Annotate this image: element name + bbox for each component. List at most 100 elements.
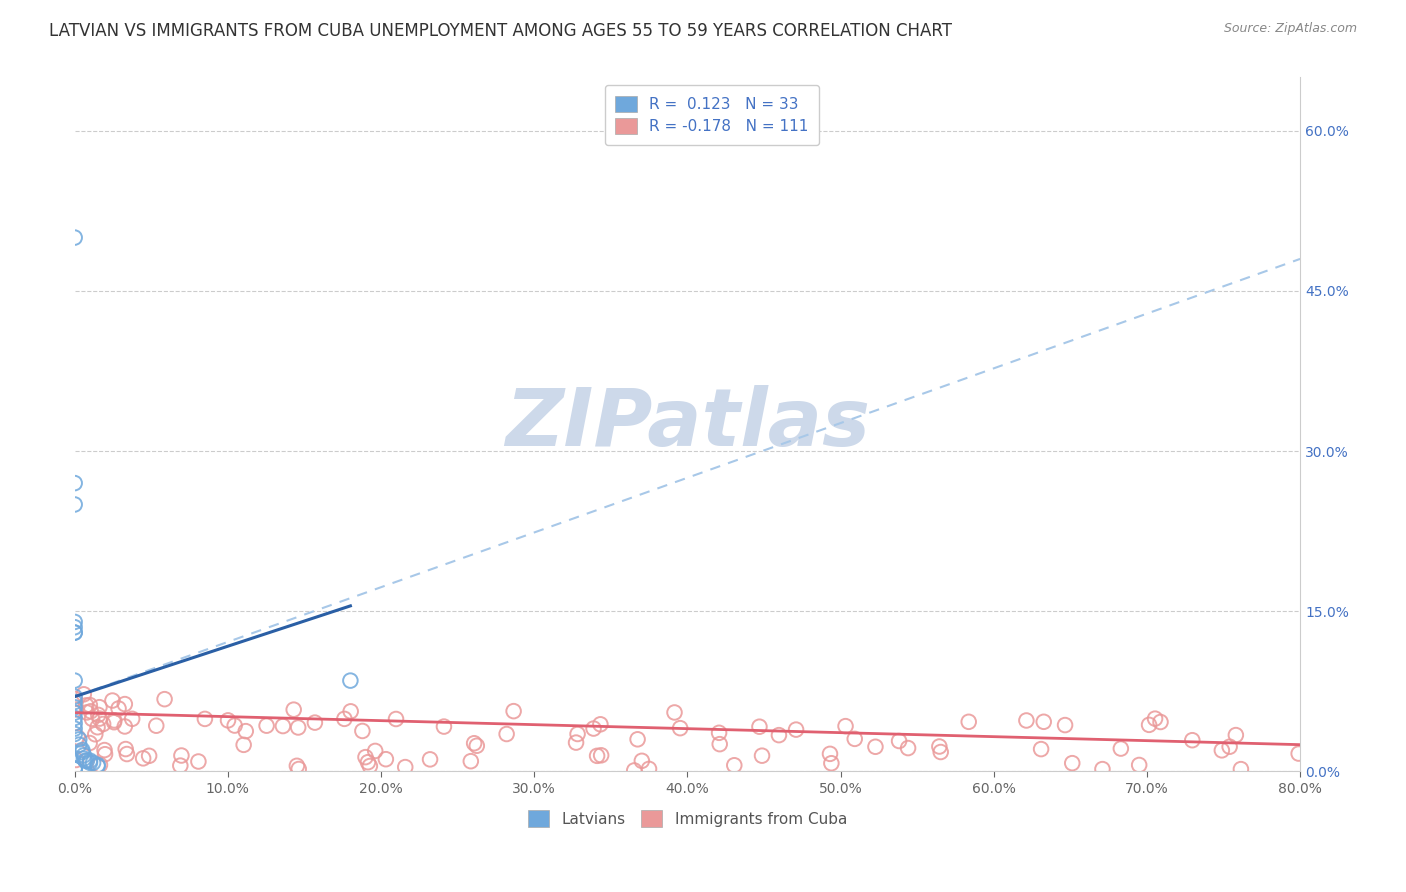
Point xyxy=(86,720,108,734)
Point xyxy=(1181,733,1204,747)
Point xyxy=(63,690,86,704)
Point xyxy=(433,720,456,734)
Point xyxy=(89,757,111,772)
Point xyxy=(357,755,380,769)
Point xyxy=(65,753,87,767)
Point xyxy=(87,707,110,722)
Point xyxy=(283,703,305,717)
Point xyxy=(865,739,887,754)
Point xyxy=(339,704,361,718)
Point xyxy=(63,498,86,512)
Point xyxy=(785,723,807,737)
Point xyxy=(114,742,136,756)
Text: Source: ZipAtlas.com: Source: ZipAtlas.com xyxy=(1223,22,1357,36)
Point xyxy=(72,743,94,757)
Point xyxy=(709,737,731,751)
Point xyxy=(89,712,111,726)
Point xyxy=(333,712,356,726)
Point xyxy=(138,748,160,763)
Point xyxy=(91,717,114,731)
Point xyxy=(187,755,209,769)
Point xyxy=(89,700,111,714)
Point xyxy=(929,745,952,759)
Point xyxy=(63,727,86,741)
Point xyxy=(86,759,108,773)
Point xyxy=(1109,741,1132,756)
Point xyxy=(73,751,96,765)
Point xyxy=(820,756,842,771)
Text: LATVIAN VS IMMIGRANTS FROM CUBA UNEMPLOYMENT AMONG AGES 55 TO 59 YEARS CORRELATI: LATVIAN VS IMMIGRANTS FROM CUBA UNEMPLOY… xyxy=(49,22,952,40)
Point xyxy=(1149,714,1171,729)
Point xyxy=(63,692,86,706)
Point xyxy=(63,230,86,244)
Point xyxy=(1091,762,1114,776)
Point xyxy=(63,700,86,714)
Point xyxy=(664,706,686,720)
Point xyxy=(66,731,89,745)
Point xyxy=(73,748,96,763)
Point xyxy=(75,698,97,713)
Point xyxy=(586,748,609,763)
Point xyxy=(502,704,524,718)
Point xyxy=(115,747,138,761)
Point xyxy=(565,735,588,749)
Point xyxy=(63,761,86,775)
Point xyxy=(63,673,86,688)
Point xyxy=(723,758,745,772)
Point xyxy=(107,701,129,715)
Point xyxy=(235,724,257,739)
Point xyxy=(623,764,645,778)
Point xyxy=(63,716,86,731)
Point xyxy=(359,759,381,773)
Point xyxy=(354,750,377,764)
Point xyxy=(79,736,101,750)
Point xyxy=(217,714,239,728)
Point xyxy=(132,751,155,765)
Point xyxy=(94,747,117,762)
Legend: Latvians, Immigrants from Cuba: Latvians, Immigrants from Cuba xyxy=(522,805,853,833)
Point xyxy=(84,727,107,741)
Point xyxy=(287,762,309,776)
Point xyxy=(76,706,98,720)
Point xyxy=(582,722,605,736)
Point xyxy=(339,673,361,688)
Point xyxy=(79,754,101,768)
Point xyxy=(232,738,254,752)
Point xyxy=(1032,714,1054,729)
Point xyxy=(1230,762,1253,776)
Point xyxy=(1015,714,1038,728)
Point xyxy=(63,625,86,640)
Point xyxy=(1062,756,1084,771)
Point xyxy=(63,695,86,709)
Point xyxy=(897,741,920,756)
Point xyxy=(1211,743,1233,757)
Point xyxy=(170,748,193,763)
Point xyxy=(589,717,612,731)
Point xyxy=(76,754,98,768)
Point xyxy=(93,743,115,757)
Point xyxy=(834,719,856,733)
Point xyxy=(631,754,654,768)
Point xyxy=(224,718,246,732)
Point xyxy=(495,727,517,741)
Point xyxy=(567,727,589,741)
Point xyxy=(67,732,90,747)
Point xyxy=(287,721,309,735)
Point xyxy=(748,720,770,734)
Point xyxy=(1054,718,1077,732)
Point xyxy=(121,712,143,726)
Point xyxy=(114,719,136,733)
Point xyxy=(1128,758,1150,772)
Point xyxy=(256,719,278,733)
Point xyxy=(194,712,217,726)
Point xyxy=(67,738,90,752)
Text: ZIPatlas: ZIPatlas xyxy=(505,385,870,464)
Point xyxy=(63,476,86,491)
Point xyxy=(63,711,86,725)
Point xyxy=(86,758,108,772)
Point xyxy=(63,620,86,634)
Point xyxy=(707,726,730,740)
Point xyxy=(957,714,980,729)
Point xyxy=(385,712,408,726)
Point xyxy=(1144,712,1167,726)
